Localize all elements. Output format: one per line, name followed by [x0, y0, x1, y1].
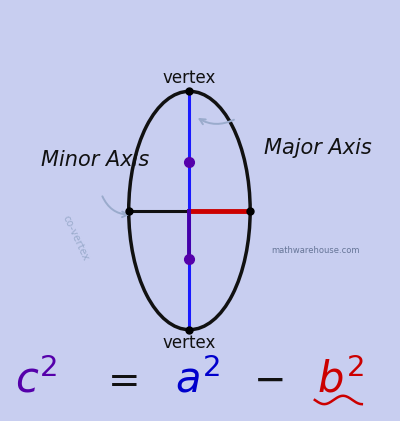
- Text: vertex: vertex: [163, 334, 216, 352]
- Text: $b^2$: $b^2$: [317, 359, 364, 401]
- Text: mathwarehouse.com: mathwarehouse.com: [272, 246, 360, 255]
- Text: vertex: vertex: [163, 69, 216, 87]
- Text: Minor Axis: Minor Axis: [40, 150, 149, 171]
- Text: $a^2$: $a^2$: [175, 359, 220, 401]
- Text: co-vertex: co-vertex: [61, 213, 91, 262]
- Text: Major Axis: Major Axis: [264, 138, 372, 158]
- Text: $=$: $=$: [100, 361, 138, 399]
- Text: $-$: $-$: [252, 361, 283, 399]
- Text: $c^2$: $c^2$: [15, 359, 58, 401]
